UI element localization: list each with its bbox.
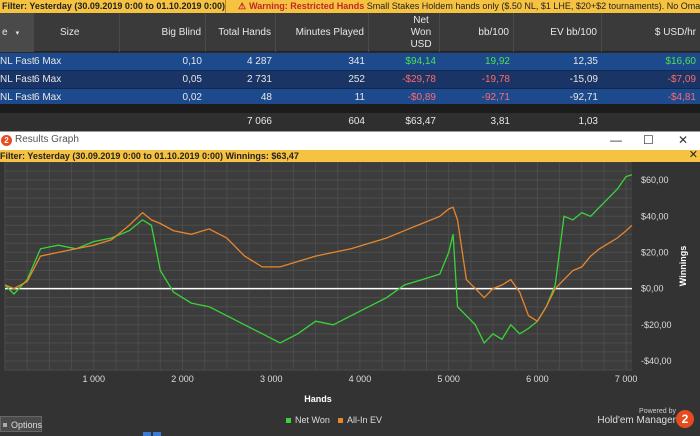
graph-filter-label: Filter: Yesterday (30.09.2019 0:00 to 01… [0, 151, 299, 161]
cell-size: 6 Max [34, 74, 62, 85]
cell-minutes: 252 [348, 74, 365, 85]
x-tick-label: 3 000 [260, 374, 283, 384]
col-size[interactable]: Size [34, 13, 120, 52]
y-tick-label: -$20,00 [641, 320, 672, 330]
table-header: e ▾ Size Big Blind Total Hands Minutes Pl… [0, 13, 700, 52]
hm2-logo-icon: 2 [1, 135, 12, 146]
table-row[interactable]: NL Fast 6 Max 0,10 4 287 341 $94,14 19,9… [0, 53, 700, 71]
legend-net-won[interactable]: Net Won [286, 415, 330, 425]
x-tick-label: 4 000 [349, 374, 372, 384]
series-line-all-in-ev [4, 206, 633, 323]
table-row[interactable]: NL Fast 6 Max 0,05 2 731 252 -$29,78 -19… [0, 71, 700, 89]
restriction-warning: ⚠ Warning: Restricted Hands Small Stakes … [238, 0, 700, 13]
cell-net-won: -$0,89 [407, 92, 436, 103]
col-game-label: e [2, 27, 8, 38]
cell-big-blind: 0,05 [182, 74, 202, 85]
window-title: Results Graph [15, 134, 79, 145]
cell-game: NL Fast [0, 74, 35, 85]
cell-total-hands: 2 731 [246, 74, 272, 85]
col-net-won[interactable]: Net Won USD [369, 13, 440, 52]
cell-usd-hr: -$4,81 [667, 92, 696, 103]
graph-area: $60,00 $40,00 $20,00 $0,00 -$20,00 -$40,00 1 0… [0, 161, 700, 436]
total-hands: 7 066 [246, 116, 272, 127]
col-bb100[interactable]: bb/100 [440, 13, 514, 52]
graph-footer [0, 412, 700, 436]
col-ev-bb100[interactable]: EV bb/100 [514, 13, 602, 52]
warning-text: Small Stakes Holdem hands only ($.50 NL,… [366, 1, 700, 11]
cell-size: 6 Max [34, 92, 62, 103]
x-tick-label: 1 000 [82, 374, 105, 384]
filter-label[interactable]: Filter: Yesterday (30.09.2019 0:00 to 01… [2, 0, 226, 13]
cell-usd-hr: -$7,09 [667, 74, 696, 85]
legend-all-in-ev[interactable]: All-In EV [338, 415, 382, 425]
x-tick-label: 5 000 [437, 374, 460, 384]
options-button[interactable]: Options [0, 416, 42, 432]
warning-title: Warning: Restricted Hands [249, 1, 365, 11]
cell-net-won: -$29,78 [402, 74, 436, 85]
cell-ev-bb100: -15,09 [569, 74, 598, 85]
maximize-icon[interactable]: ☐ [643, 133, 654, 147]
x-tick-label: 2 000 [171, 374, 194, 384]
taskbar-indicator [143, 432, 151, 436]
graph-filter-bar[interactable]: Filter: Yesterday (30.09.2019 0:00 to 01… [0, 149, 700, 162]
legend-label-net-won: Net Won [295, 415, 330, 425]
col-big-blind[interactable]: Big Blind [120, 13, 206, 52]
col-minutes[interactable]: Minutes Played [276, 13, 369, 52]
cell-bb100: -92,71 [481, 92, 510, 103]
results-window-titlebar[interactable]: 2 Results Graph — ☐ ✕ [0, 131, 700, 150]
col-game[interactable]: e ▾ [0, 13, 34, 52]
sort-arrow-icon: ▾ [15, 29, 20, 37]
x-tick-label: 7 000 [615, 374, 638, 384]
y-axis-title: Winnings [678, 246, 688, 286]
legend-swatch-all-in-ev [338, 417, 343, 423]
total-minutes: 604 [348, 116, 365, 127]
cell-ev-bb100: 12,35 [572, 56, 598, 67]
cell-ev-bb100: -92,71 [569, 92, 598, 103]
col-total-hands[interactable]: Total Hands [206, 13, 276, 52]
cell-bb100: 19,92 [484, 56, 510, 67]
cell-minutes: 11 [354, 92, 365, 103]
cell-bb100: -19,78 [481, 74, 510, 85]
minimize-icon[interactable]: — [610, 133, 622, 147]
warning-icon: ⚠ [238, 1, 247, 11]
plot-background [5, 162, 632, 370]
col-net-won-label: Net Won USD [410, 14, 432, 50]
brand-block: Powered by Hold'em Manager [597, 407, 676, 426]
y-tick-label: $40,00 [641, 211, 669, 221]
cell-game: NL Fast [0, 92, 35, 103]
total-bb100: 3,81 [490, 116, 510, 127]
cell-usd-hr: $16,60 [665, 56, 696, 67]
close-icon[interactable]: ✕ [678, 133, 689, 147]
total-ev-bb100: 1,03 [578, 116, 598, 127]
y-tick-label: -$40,00 [641, 356, 672, 366]
col-usd-hr[interactable]: $ USD/hr [654, 27, 696, 38]
y-tick-label: $60,00 [641, 175, 669, 185]
brand-name: Hold'em Manager [597, 415, 676, 426]
row-spacer [0, 104, 700, 113]
x-axis-title: Hands [304, 394, 332, 404]
hm2-brand-logo-icon: 2 [676, 410, 694, 428]
cell-big-blind: 0,02 [182, 92, 202, 103]
series-line-net-won [4, 174, 633, 345]
y-tick-label: $0,00 [641, 284, 664, 294]
total-net-won: $63,47 [405, 116, 436, 127]
y-tick-label: $20,00 [641, 247, 669, 257]
cell-total-hands: 48 [260, 92, 272, 103]
table-row[interactable]: NL Fast 6 Max 0,02 48 11 -$0,89 -92,71 -… [0, 89, 700, 105]
cell-game: NL Fast [0, 56, 35, 67]
legend-swatch-net-won [286, 417, 291, 423]
legend-label-all-in-ev: All-In EV [347, 415, 383, 425]
top-filter-bar[interactable]: Filter: Yesterday (30.09.2019 0:00 to 01… [0, 0, 700, 13]
powered-by-text: Powered by [639, 408, 676, 415]
cell-total-hands: 4 287 [246, 56, 272, 67]
x-tick-label: 6 000 [526, 374, 549, 384]
taskbar-indicator [153, 432, 161, 436]
results-chart: $60,00 $40,00 $20,00 $0,00 -$20,00 -$40,00 1 0… [4, 161, 688, 404]
cell-net-won: $94,14 [405, 56, 436, 67]
cell-minutes: 341 [348, 56, 365, 67]
cell-big-blind: 0,10 [182, 56, 202, 67]
filter-close-icon[interactable]: ✕ [688, 149, 698, 161]
cell-size: 6 Max [34, 56, 62, 67]
totals-row: 7 066 604 $63,47 3,81 1,03 [0, 113, 700, 131]
